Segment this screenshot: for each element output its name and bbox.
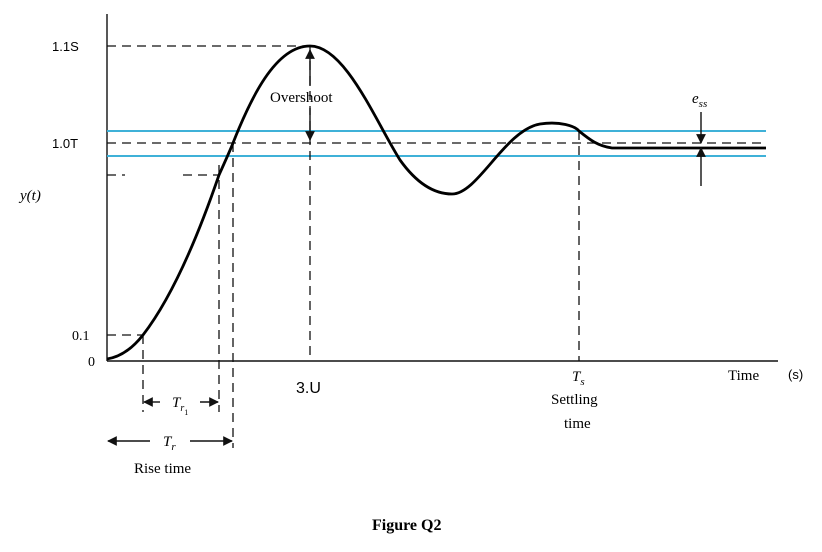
tick-label-zero: 0 (88, 355, 95, 370)
peak-time-label: 3.U (296, 380, 321, 397)
x-axis-label: Time (728, 368, 759, 384)
figure-caption: Figure Q2 (372, 517, 441, 534)
y-axis-label: y(t) (18, 188, 41, 204)
tick-label-final: 1.0T (52, 136, 78, 151)
ess-label: ess (692, 91, 707, 110)
ts-label: Ts (572, 369, 585, 388)
response-curve (106, 44, 766, 361)
settling-label-line2: time (564, 416, 591, 432)
settling-label-line1: Settling (551, 392, 598, 408)
x-axis-unit: (s) (788, 367, 803, 382)
tick-label-overshoot: 1.1S (52, 39, 79, 54)
rise-time-label: Rise time (134, 461, 191, 477)
tr1-label: Tr1 (172, 395, 188, 417)
tr-label: Tr (163, 434, 176, 453)
tick-label-ten-percent: 0.1 (72, 329, 90, 344)
overshoot-label: Overshoot (270, 90, 333, 106)
